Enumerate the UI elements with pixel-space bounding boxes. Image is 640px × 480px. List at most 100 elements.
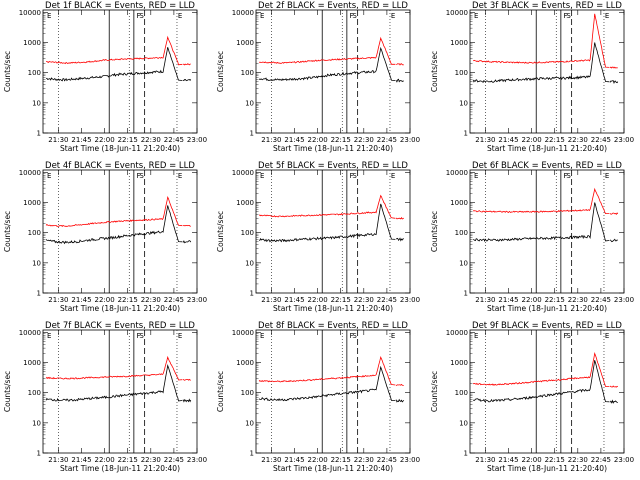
lld-series-line xyxy=(182,224,191,227)
plot-frame xyxy=(255,169,411,294)
events-series-line xyxy=(182,398,192,403)
panel-title: Det 5f BLACK = Events, RED = LLD xyxy=(258,161,408,171)
x-tick-label: 23:00 xyxy=(187,456,207,464)
plot-frame xyxy=(255,329,411,454)
y-tick-label: 1000 xyxy=(23,199,41,207)
plot-frame xyxy=(469,169,625,294)
plot-frame xyxy=(42,9,198,134)
y-tick-label: 10000 xyxy=(19,329,41,337)
x-tick-label: 21:45 xyxy=(498,456,518,464)
x-tick-label: 22:30 xyxy=(568,136,588,144)
y-tick-label: 1 xyxy=(464,450,468,458)
lld-series-line xyxy=(182,378,191,381)
y-tick-label: 1 xyxy=(464,130,468,138)
x-axis-label: Start Time (18-Jun-11 21:20:40) xyxy=(487,144,607,153)
marker-letter: E xyxy=(605,12,609,20)
x-tick-label: 22:00 xyxy=(308,296,328,304)
x-tick-label: 21:30 xyxy=(261,136,281,144)
x-tick-label: 21:30 xyxy=(48,456,68,464)
x-tick-label: 23:00 xyxy=(400,136,420,144)
marker-letter: F xyxy=(136,172,140,180)
y-tick-label: 100 xyxy=(28,389,41,397)
lld-series-line xyxy=(259,36,396,65)
x-tick-label: 22:00 xyxy=(308,456,328,464)
marker-letter: E xyxy=(47,12,51,20)
y-tick-label: 10 xyxy=(32,259,41,267)
x-tick-label: 23:00 xyxy=(614,296,634,304)
marker-letter: F xyxy=(136,12,140,20)
panel-title: Det 1f BLACK = Events, RED = LLD xyxy=(45,1,195,11)
events-series-line xyxy=(395,78,404,83)
x-tick-label: 22:00 xyxy=(522,136,542,144)
lld-series-line xyxy=(609,212,619,215)
marker-letter: E xyxy=(260,172,264,180)
y-axis-label: Counts/sec xyxy=(216,371,225,412)
y-tick-label: 10000 xyxy=(232,169,254,177)
y-tick-label: 10000 xyxy=(232,9,254,17)
y-tick-label: 1000 xyxy=(236,359,254,367)
y-tick-label: 10 xyxy=(32,99,41,107)
x-tick-label: 21:45 xyxy=(71,136,91,144)
x-tick-label: 21:45 xyxy=(284,456,304,464)
events-series-line xyxy=(472,42,610,84)
marker-letter: E xyxy=(474,172,478,180)
lld-series-line xyxy=(45,355,183,381)
plot-frame xyxy=(255,9,411,134)
x-tick-label: 22:00 xyxy=(95,136,115,144)
x-tick-label: 22:45 xyxy=(591,296,611,304)
y-tick-label: 1000 xyxy=(23,359,41,367)
x-tick-label: 22:30 xyxy=(568,296,588,304)
marker-letter: S xyxy=(566,332,571,340)
marker-letter: F xyxy=(136,332,140,340)
marker-letter: S xyxy=(139,332,144,340)
lld-series-line xyxy=(472,187,610,214)
y-axis-label: Counts/sec xyxy=(216,211,225,252)
x-tick-label: 22:45 xyxy=(377,296,397,304)
y-tick-label: 10 xyxy=(245,99,254,107)
y-tick-label: 1000 xyxy=(450,199,468,207)
marker-letter: F xyxy=(563,172,567,180)
x-tick-label: 22:00 xyxy=(522,296,542,304)
x-tick-label: 21:30 xyxy=(475,296,495,304)
x-tick-label: 22:15 xyxy=(545,456,565,464)
x-tick-label: 21:30 xyxy=(261,296,281,304)
lld-series-line xyxy=(258,194,396,219)
y-tick-label: 1 xyxy=(250,450,254,458)
marker-letter: F xyxy=(349,12,353,20)
y-tick-label: 1000 xyxy=(236,199,254,207)
x-tick-label: 22:15 xyxy=(545,136,565,144)
y-tick-label: 10000 xyxy=(19,9,41,17)
y-tick-label: 1000 xyxy=(450,359,468,367)
marker-letter: F xyxy=(349,332,353,340)
y-tick-label: 1 xyxy=(37,130,41,138)
x-tick-label: 22:15 xyxy=(331,136,351,144)
lld-series-line xyxy=(395,383,404,386)
lld-series-line xyxy=(45,195,183,228)
events-series-line xyxy=(45,363,183,402)
panel-title: Det 7f BLACK = Events, RED = LLD xyxy=(45,321,195,331)
x-tick-label: 22:45 xyxy=(164,296,184,304)
marker-letter: S xyxy=(139,12,144,20)
marker-letter: E xyxy=(605,332,609,340)
x-tick-label: 23:00 xyxy=(400,296,420,304)
events-series-line xyxy=(182,240,192,244)
x-tick-label: 21:45 xyxy=(498,136,518,144)
x-tick-label: 22:15 xyxy=(545,296,565,304)
marker-letter: S xyxy=(139,172,144,180)
y-tick-label: 10000 xyxy=(446,329,468,337)
events-series-line xyxy=(45,205,183,245)
x-axis-label: Start Time (18-Jun-11 21:20:40) xyxy=(60,464,180,473)
panel-title: Det 4f BLACK = Events, RED = LLD xyxy=(45,161,195,171)
events-series-line xyxy=(46,47,183,82)
y-tick-label: 100 xyxy=(241,69,254,77)
y-tick-label: 100 xyxy=(28,69,41,77)
y-tick-label: 1 xyxy=(250,130,254,138)
x-tick-label: 22:45 xyxy=(591,136,611,144)
y-tick-label: 1 xyxy=(37,450,41,458)
events-series-line xyxy=(258,365,396,402)
x-tick-label: 22:30 xyxy=(141,296,161,304)
y-tick-label: 1000 xyxy=(23,39,41,47)
marker-letter: E xyxy=(47,332,51,340)
lld-series-line xyxy=(182,63,191,66)
lld-series-line xyxy=(46,35,183,66)
